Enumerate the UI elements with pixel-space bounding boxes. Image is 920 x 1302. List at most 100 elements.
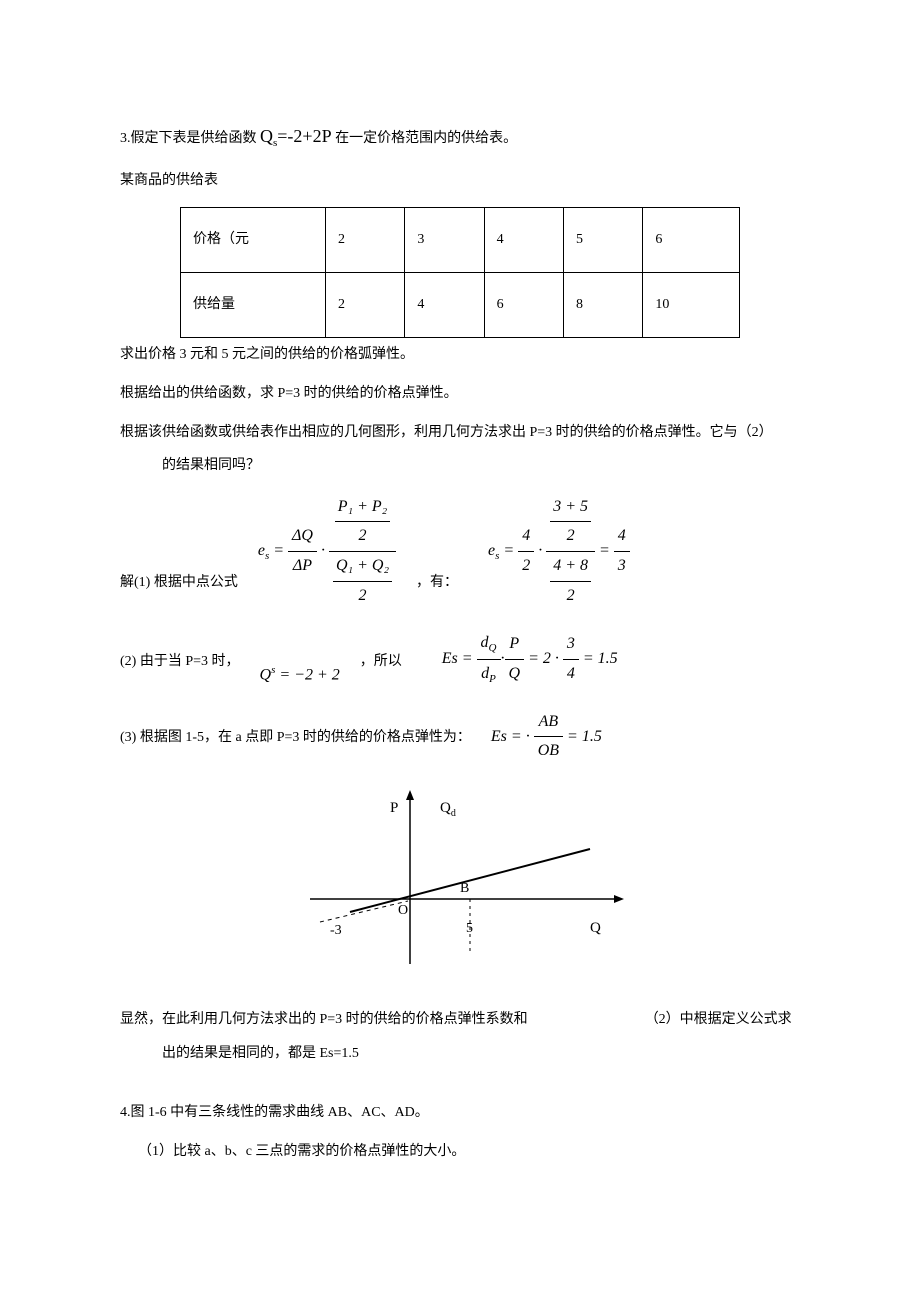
eq2: = — [595, 537, 614, 566]
den: Q — [505, 659, 525, 689]
eq3: = 1.5 — [579, 645, 618, 674]
line-point: 根据给出的供给函数，求 P=3 时的供给的价格点弹性。 — [120, 381, 800, 406]
diagram-wrap: P Qd B O -3 5 Q — [120, 784, 800, 983]
dq-dp: ΔQ ΔP — [288, 522, 317, 581]
den: OB — [534, 736, 563, 766]
cell: 6 — [643, 207, 740, 272]
nn: 4 + 8 — [550, 552, 591, 581]
Es: Es — [442, 645, 458, 674]
concl-a: 显然，在此利用几何方法求出的 P=3 时的供给的价格点弹性系数和 — [120, 1012, 528, 1027]
Es: Es — [491, 723, 507, 752]
q3-formula-Q: Q — [260, 126, 273, 146]
cell: 2 — [326, 272, 405, 337]
es: es — [258, 537, 269, 567]
supply-table: 价格（元 2 3 4 5 6 供给量 2 4 6 8 10 — [180, 207, 740, 338]
page: 3.假定下表是供给函数 Qs=-2+2P 在一定价格范围内的供给表。 某商品的供… — [0, 0, 920, 1302]
q3-intro: 3.假定下表是供给函数 Qs=-2+2P 在一定价格范围内的供给表。 — [120, 120, 800, 154]
num: dQ — [477, 629, 501, 659]
es: es — [488, 537, 499, 567]
conclusion-line2: 出的结果是相同的，都是 Es=1.5 — [120, 1041, 800, 1066]
sol2-b: ，所以 — [360, 649, 402, 690]
solution-2-row: (2) 由于当 P=3 时， Qs = −2 + 2 ，所以 Es = dQ d… — [120, 629, 800, 690]
formula-es-point: Es = dQ dP · P Q = 2 · 3 4 = 1.5 — [442, 629, 618, 690]
den: 3 — [614, 551, 630, 581]
num: 4 — [614, 522, 630, 551]
cell: 6 — [484, 272, 563, 337]
t: = 2 · — [528, 650, 559, 667]
nd: 2 — [550, 521, 591, 551]
p-over-q: P Q — [505, 630, 525, 689]
solution-1-row: 解(1) 根据中点公式 es = ΔQ ΔP · P₁ + P₂ 2 Q₁ + — [120, 493, 800, 611]
d: d — [481, 665, 489, 682]
t: = 1.5 — [567, 728, 602, 745]
den: 4 + 8 2 — [546, 551, 595, 611]
line-geom-a: 根据该供给函数或供给表作出相应的几何图形，利用几何方法求出 P=3 时的供给的价… — [120, 420, 800, 445]
cell: 2 — [326, 207, 405, 272]
three-over-four: 3 4 — [563, 630, 579, 689]
d: d — [481, 634, 489, 651]
nn: 3 + 5 — [550, 493, 591, 522]
dq-dp: dQ dP — [477, 629, 501, 690]
y-arrow-icon — [406, 790, 414, 800]
e: e — [258, 542, 265, 559]
num: P — [505, 630, 525, 659]
O-label: O — [398, 903, 408, 918]
table-title: 某商品的供给表 — [120, 168, 800, 193]
eq: = — [499, 537, 518, 566]
formula-es-midpoint: es = ΔQ ΔP · P₁ + P₂ 2 Q₁ + Q₂ 2 — [258, 493, 396, 611]
big-frac-num: 3 + 5 2 4 + 8 2 — [546, 493, 595, 611]
sol1-after: ，有： — [416, 570, 458, 611]
t: = · — [511, 728, 530, 745]
nd: 2 — [550, 581, 591, 611]
num: ΔQ — [288, 522, 317, 551]
solution-3-row: (3) 根据图 1-5，在 a 点即 P=3 时的供给的价格点弹性为： Es =… — [120, 708, 800, 767]
num: 3 — [563, 630, 579, 659]
five-label: 5 — [466, 921, 473, 936]
line-geom-b: 的结果相同吗？ — [120, 453, 800, 478]
Q: Q — [489, 642, 497, 654]
t: = 1.5 — [583, 650, 618, 667]
cell: 4 — [484, 207, 563, 272]
q3-intro-b: 在一定价格范围内的供给表。 — [335, 131, 517, 146]
formula-es-numeric: es = 4 2 · 3 + 5 2 4 + 8 2 — [488, 493, 630, 611]
formula-es-geom: Es = · AB OB = 1.5 — [491, 708, 602, 767]
B-label: B — [460, 881, 469, 896]
table-row: 供给量 2 4 6 8 10 — [181, 272, 740, 337]
nn: P₁ + P₂ — [335, 493, 390, 522]
cell: 4 — [405, 272, 484, 337]
cell: 8 — [563, 272, 642, 337]
supply-diagram: P Qd B O -3 5 Q — [290, 784, 630, 983]
sol3-a: (3) 根据图 1-5，在 a 点即 P=3 时的供给的价格点弹性为： — [120, 725, 471, 766]
num: 4 — [518, 522, 534, 551]
concl-b: （2）中根据定义公式求 — [645, 1012, 792, 1027]
P: P — [489, 673, 496, 685]
den: ΔP — [288, 551, 317, 581]
supply-line — [350, 849, 590, 912]
q3-intro-a: 3.假定下表是供给函数 — [120, 131, 257, 146]
den: Q₁ + Q₂ 2 — [329, 551, 396, 611]
dot: · — [534, 537, 546, 566]
nd: 2 — [333, 581, 392, 611]
num: AB — [534, 708, 563, 737]
ab-over-ob: AB OB — [534, 708, 563, 767]
row-label-price: 价格（元 — [181, 207, 326, 272]
Q: Q — [260, 666, 272, 683]
table-row: 价格（元 2 3 4 5 6 — [181, 207, 740, 272]
row-label-supply: 供给量 — [181, 272, 326, 337]
inner: 3 + 5 2 — [550, 493, 591, 552]
Qd-label: Qd — [440, 800, 456, 819]
dot: · — [317, 537, 329, 566]
qs-expr: Qs = −2 + 2 — [260, 661, 340, 690]
eq2: = 2 · — [524, 645, 563, 674]
den: dP — [477, 659, 501, 690]
conclusion-line1: 显然，在此利用几何方法求出的 P=3 时的供给的价格点弹性系数和 （2）中根据定… — [120, 1007, 800, 1032]
Q-label: Q — [590, 920, 601, 936]
line-arc: 求出价格 3 元和 5 元之间的供给的价格弧弹性。 — [120, 342, 800, 367]
cell: 5 — [563, 207, 642, 272]
P-label: P — [390, 800, 398, 816]
four-over-two: 4 2 — [518, 522, 534, 581]
sol2-a: (2) 由于当 P=3 时， — [120, 649, 240, 690]
neg3-label: -3 — [330, 923, 342, 938]
p1p2-over-2: P₁ + P₂ 2 — [335, 493, 390, 552]
nn: Q₁ + Q₂ — [333, 552, 392, 581]
